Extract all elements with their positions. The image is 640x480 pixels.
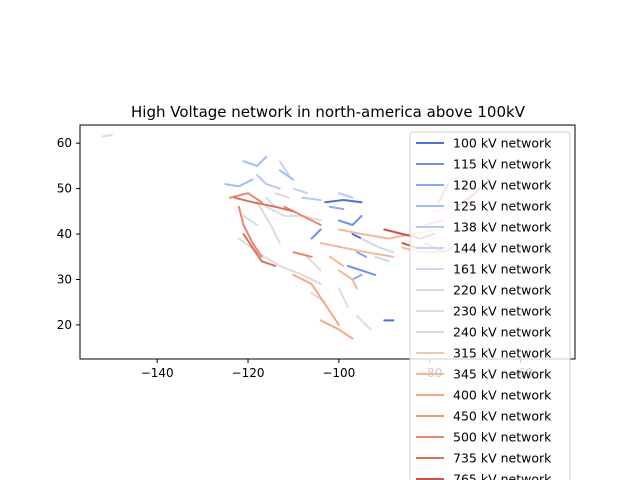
series-144-kv-network <box>278 160 309 195</box>
network-line <box>292 187 309 195</box>
network-line <box>324 199 363 204</box>
y-tick-label: 50 <box>57 182 72 196</box>
x-tick-label: −100 <box>322 366 355 380</box>
series-125-kv-network <box>224 155 295 188</box>
network-line <box>292 273 340 326</box>
legend-box <box>409 131 571 480</box>
network-line <box>301 196 322 201</box>
network-line <box>356 314 372 331</box>
network-line <box>351 233 363 240</box>
legend-label: 400 kV network <box>453 388 552 403</box>
network-line <box>242 155 268 167</box>
network-line <box>351 273 363 281</box>
network-line <box>242 233 277 267</box>
network-line <box>237 205 263 258</box>
network-line <box>310 228 322 240</box>
network-line <box>319 319 354 340</box>
network-line <box>242 214 259 226</box>
legend-label: 120 kV network <box>453 178 552 193</box>
network-line <box>337 287 349 308</box>
chart-title: High Voltage network in north-america ab… <box>131 103 526 121</box>
network-line <box>256 201 281 245</box>
legend-label: 450 kV network <box>453 409 552 424</box>
network-line <box>360 237 395 254</box>
legend-label: 161 kV network <box>453 262 552 277</box>
x-tick-label: −140 <box>141 366 174 380</box>
network-line <box>306 255 322 272</box>
network-line <box>337 214 363 226</box>
network-line <box>278 160 290 176</box>
legend-label: 315 kV network <box>453 346 552 361</box>
legend-label: 125 kV network <box>453 199 552 214</box>
network-line <box>328 255 345 267</box>
network-line <box>278 169 295 181</box>
network-line <box>237 237 322 285</box>
network-line <box>274 192 290 199</box>
network-line <box>265 196 277 208</box>
y-tick-label: 20 <box>57 318 72 332</box>
network-line <box>319 242 395 258</box>
series-138-kv-network <box>256 174 354 201</box>
y-tick-label: 40 <box>57 227 72 241</box>
network-line <box>101 134 113 138</box>
network-line <box>356 251 368 258</box>
network-line <box>328 205 345 211</box>
network-line <box>224 178 254 188</box>
legend-label: 115 kV network <box>453 157 552 172</box>
legend-label: 500 kV network <box>453 430 552 445</box>
legend-label: 220 kV network <box>453 283 552 298</box>
y-tick-label: 30 <box>57 272 72 286</box>
network-line <box>265 205 322 222</box>
legend: 100 kV network 115 kV network 120 kV netwo… <box>409 131 571 480</box>
network-line <box>346 264 377 276</box>
network-line <box>337 192 354 199</box>
legend-label: 345 kV network <box>453 367 552 382</box>
series-115-kv-network <box>310 214 377 276</box>
legend-label: 144 kV network <box>453 241 552 256</box>
legend-label: 100 kV network <box>453 136 552 151</box>
series-400-kv-network <box>292 273 354 340</box>
network-line <box>374 255 390 263</box>
series-100-kv-network <box>324 199 395 322</box>
legend-label: 765 kV network <box>453 472 552 480</box>
y-tick-label: 60 <box>57 136 72 150</box>
network-line <box>292 251 313 258</box>
legend-label: 230 kV network <box>453 304 552 319</box>
series-230-kv-network <box>101 134 372 331</box>
series-120-kv-network <box>328 205 368 281</box>
legend-label: 735 kV network <box>453 451 552 466</box>
series-220-kv-network <box>242 196 277 226</box>
network-line <box>233 196 295 213</box>
y-axis: 20 30 40 50 60 <box>57 136 80 332</box>
x-tick-label: −120 <box>232 366 265 380</box>
legend-label: 240 kV network <box>453 325 552 340</box>
network-line <box>337 269 358 290</box>
network-line <box>256 174 281 190</box>
network-line <box>228 192 263 204</box>
series-161-kv-network <box>360 237 395 263</box>
legend-label: 138 kV network <box>453 220 552 235</box>
